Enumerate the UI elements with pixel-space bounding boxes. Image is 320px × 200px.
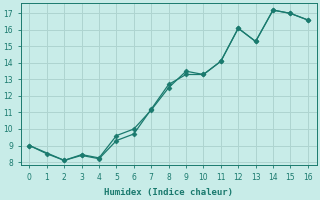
X-axis label: Humidex (Indice chaleur): Humidex (Indice chaleur)	[104, 188, 233, 197]
